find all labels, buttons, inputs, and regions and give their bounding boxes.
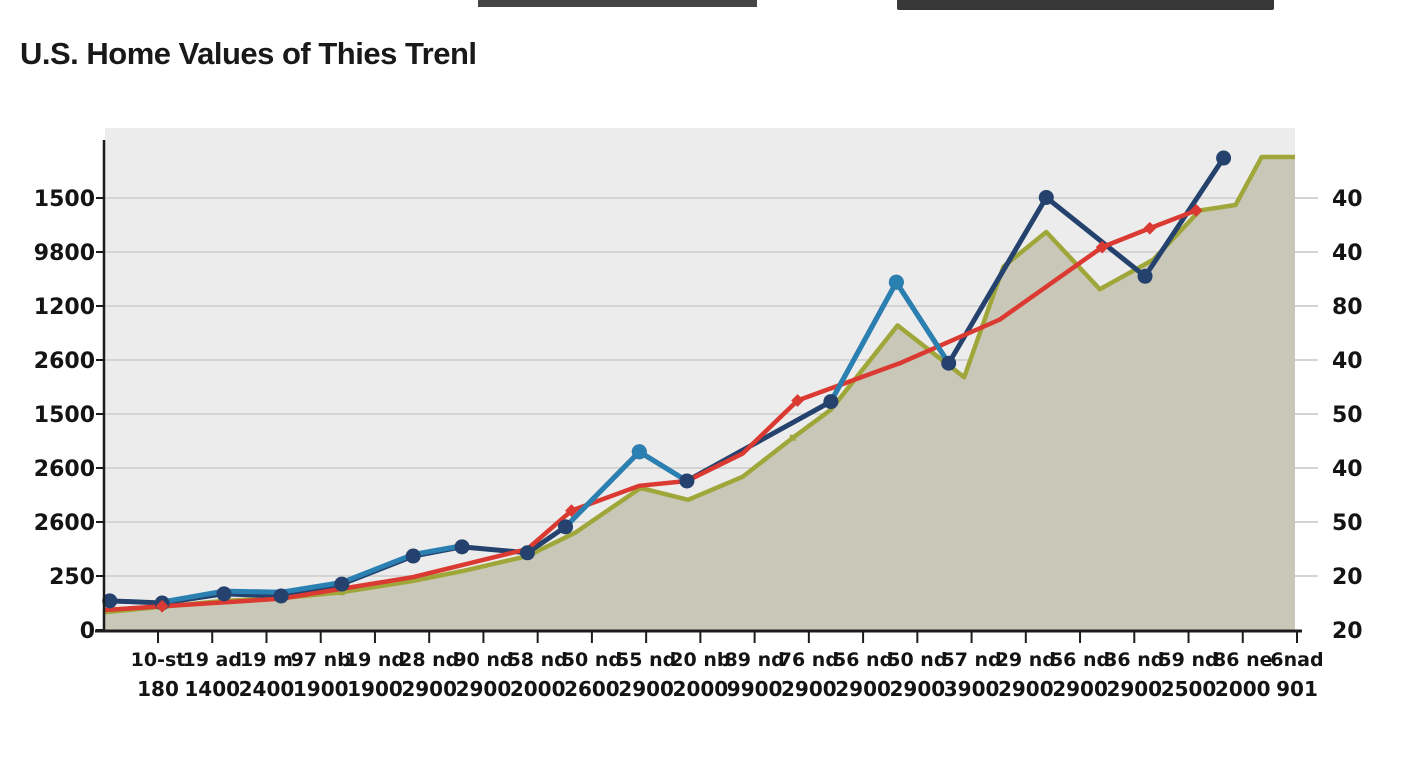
x-axis-label-row1: 56 nd <box>1050 649 1110 671</box>
y-axis-label-left: 2600 <box>34 511 95 536</box>
y-axis-label-right: 40 <box>1332 187 1363 212</box>
y-axis-label-left: 0 <box>80 619 95 644</box>
olive-area-fill <box>105 156 1295 630</box>
x-axis-label-row1: 6nad <box>1270 649 1323 671</box>
navy-point-marker <box>102 593 118 609</box>
x-axis-label-row1: 97 nb <box>291 649 351 671</box>
x-axis-label-row2: 2900 <box>1052 677 1108 701</box>
navy-point-marker <box>679 473 695 489</box>
olive-marker <box>338 589 345 596</box>
x-axis-label-row1: 76 nd <box>779 649 839 671</box>
x-axis-label-row2: 1900 <box>347 677 403 701</box>
y-axis-label-left: 250 <box>49 565 95 590</box>
navy-point-marker <box>823 394 839 410</box>
navy-point-marker <box>273 588 289 604</box>
x-axis-label-row1: 50 nd <box>562 649 622 671</box>
x-axis-label-row2: 2900 <box>1106 677 1162 701</box>
cropped-header-bar-right <box>897 0 1274 10</box>
navy-point-marker <box>941 355 957 371</box>
chart-title: U.S. Home Values of Thies Trenl <box>20 36 477 71</box>
olive-marker <box>637 484 644 491</box>
x-axis-label-row2: 1400 <box>184 677 240 701</box>
x-axis-label-row1: 19 ad <box>182 649 241 671</box>
x-axis-label-row1: 57 nd <box>941 649 1001 671</box>
y-axis-label-right: 80 <box>1332 295 1363 320</box>
x-axis-label-row1: 20 nb <box>670 649 730 671</box>
x-axis-label-row2: 9900 <box>727 677 783 701</box>
y-axis-label-right: 50 <box>1332 403 1363 428</box>
x-axis-label-row2: 2500 <box>1161 677 1217 701</box>
x-axis-label-row1: 10-st <box>131 649 186 671</box>
navy-point-marker <box>558 519 574 535</box>
x-axis-label-row2: 2000 <box>510 677 566 701</box>
x-axis-label-row2: 2000 <box>673 677 729 701</box>
navy-point-marker <box>405 548 421 564</box>
x-axis-label-row2: 1900 <box>293 677 349 701</box>
cropped-header-bar-left <box>478 0 757 7</box>
y-axis-label-right: 50 <box>1332 511 1363 536</box>
x-axis-label-row1: 90 nd <box>453 649 513 671</box>
navy-point-marker <box>1038 189 1054 205</box>
x-axis-label-row1: 36 nd <box>1104 649 1164 671</box>
x-axis-label-row1: 19 nd <box>345 649 405 671</box>
x-axis-label-row1: 89 nd <box>725 649 785 671</box>
x-axis-label-row2: 2600 <box>564 677 620 701</box>
cyan-segment <box>161 543 463 605</box>
y-axis-label-left: 1200 <box>34 295 95 320</box>
x-axis-label-row2: 2900 <box>998 677 1054 701</box>
x-axis-label-row2: 2000 <box>1215 677 1271 701</box>
navy-point-marker <box>1137 268 1153 284</box>
x-axis-label-row1: 28 nd <box>399 649 459 671</box>
navy-point-marker <box>454 539 470 555</box>
navy-point-marker <box>519 545 535 561</box>
x-axis-label-row2: 2900 <box>835 677 891 701</box>
x-axis-label-row1: 29 nd <box>996 649 1056 671</box>
y-axis-label-right: 40 <box>1332 457 1363 482</box>
x-axis-label-row2: 3900 <box>944 677 1000 701</box>
cyan-peak-marker <box>631 444 647 460</box>
olive-marker <box>789 434 796 441</box>
y-axis-label-right: 40 <box>1332 349 1363 374</box>
x-axis-label-row1: 59 nd <box>1158 649 1218 671</box>
y-axis-label-left: 1500 <box>34 403 95 428</box>
x-axis-label-row1: 50 nd <box>887 649 947 671</box>
x-axis-label-row2: 2900 <box>456 677 512 701</box>
cyan-peak-marker <box>888 274 904 290</box>
x-axis-label-row2: 180 <box>137 677 179 701</box>
x-axis-label-row1: 55 nd <box>616 649 676 671</box>
navy-point-marker <box>334 576 350 592</box>
y-axis-label-right: 20 <box>1332 565 1363 590</box>
x-axis-label-row1: 58 nd <box>508 649 568 671</box>
y-axis-label-left: 1500 <box>34 187 95 212</box>
x-axis-label-row2: 2900 <box>401 677 457 701</box>
y-axis-label-left: 9800 <box>34 241 95 266</box>
x-axis-label-row1: 56 nd <box>833 649 893 671</box>
navy-point-marker <box>1216 150 1232 166</box>
x-axis-label-row1: 86 ne <box>1213 649 1272 671</box>
x-axis-label-row2: 2400 <box>239 677 295 701</box>
x-axis-label-row1: 19 m <box>240 649 293 671</box>
y-axis-label-right: 40 <box>1332 241 1363 266</box>
x-axis-label-row2: 901 <box>1276 677 1318 701</box>
x-axis-label-row2: 2900 <box>889 677 945 701</box>
y-axis-label-left: 2600 <box>34 457 95 482</box>
x-axis-label-row2: 2900 <box>618 677 674 701</box>
navy-point-marker <box>216 586 232 602</box>
y-axis-label-right: 20 <box>1332 619 1363 644</box>
y-axis-label-left: 2600 <box>34 349 95 374</box>
x-axis-label-row2: 2900 <box>781 677 837 701</box>
